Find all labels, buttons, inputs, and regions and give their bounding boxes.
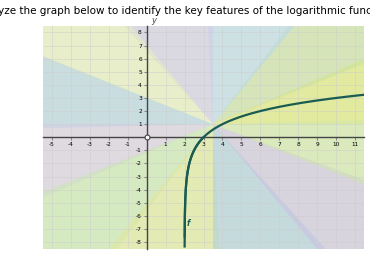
Wedge shape — [213, 0, 370, 124]
Wedge shape — [213, 124, 370, 259]
Wedge shape — [0, 124, 213, 259]
Wedge shape — [186, 0, 370, 124]
Wedge shape — [0, 124, 239, 259]
Wedge shape — [0, 0, 213, 124]
Wedge shape — [213, 0, 370, 124]
Wedge shape — [213, 106, 370, 259]
Wedge shape — [0, 124, 213, 259]
Wedge shape — [0, 0, 213, 142]
Wedge shape — [0, 0, 213, 124]
Text: f: f — [187, 219, 190, 228]
Wedge shape — [213, 124, 370, 259]
Text: y: y — [151, 16, 157, 25]
Text: Analyze the graph below to identify the key features of the logarithmic function: Analyze the graph below to identify the … — [0, 6, 370, 17]
